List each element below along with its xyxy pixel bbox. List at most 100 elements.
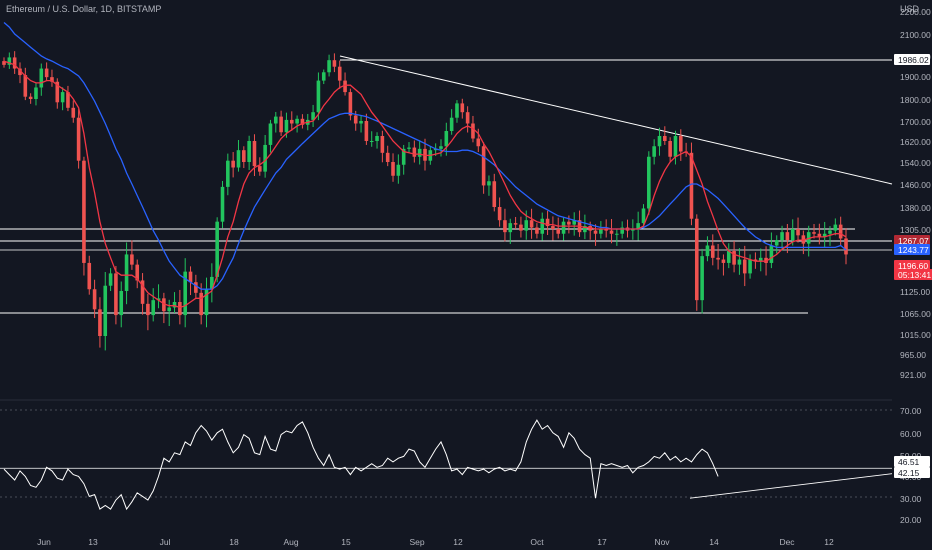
candle-body [694,218,699,301]
candle-body [140,280,145,304]
candle-body [769,245,774,263]
candle-body [396,164,401,176]
candle-body [844,238,848,255]
candle-body [652,146,656,157]
candle-body [710,245,715,258]
candle-body [828,230,832,234]
candle-body [2,61,6,65]
candle-body [812,232,816,234]
rsi-line [3,419,719,511]
candle-body [18,68,22,76]
price-tag-label: 1243.77 [898,245,929,255]
price-tag-label: 46.51 [898,457,920,467]
candle-body [535,227,539,234]
candle-body [641,208,646,224]
candle-body [508,223,513,233]
candle-body [146,303,150,316]
price-tick-label: 1540.00 [900,158,931,168]
candle-body [412,147,417,157]
price-tick-label: 1460.00 [900,180,931,190]
candle-body [71,107,76,118]
price-tag: 05:13:41 [894,269,932,280]
symbol-title: Ethereum / U.S. Dollar, 1D, BITSTAMP [6,4,162,14]
candle-body [369,141,374,142]
date-tick-label: 15 [341,537,351,547]
candle-body [588,226,593,231]
candle-body [673,136,678,157]
price-tick-label: 1380.00 [900,203,931,213]
candle-body [348,92,353,116]
candles [2,51,848,351]
candle-body [92,289,97,310]
candle-body [551,226,555,229]
candle-body [327,60,331,73]
slow-moving-average-line [3,22,847,290]
candle-body [465,112,470,124]
date-tick-label: 14 [709,537,719,547]
rsi-tick-label: 20.00 [900,515,922,525]
candle-body [758,257,763,262]
rsi-trendline [689,473,893,499]
price-tick-label: 1065.00 [900,309,931,319]
candle-body [417,148,422,157]
candle-body [636,223,640,229]
price-tag-box [894,235,930,246]
candle-body [162,298,166,312]
candle-body [524,220,529,231]
price-tag-box [894,260,930,271]
candle-body [66,92,70,108]
price-tag: 1986.02 [894,54,930,65]
candle-body [401,148,406,165]
candle-body [380,136,385,153]
price-tag-box [894,467,930,478]
descending-trendline [339,55,893,185]
candle-body [183,271,187,316]
candle-body [631,229,635,231]
candle-body [257,166,262,172]
price-tag: 42.15 [894,467,930,478]
candle-body [529,220,534,228]
candle-body [295,118,299,124]
fast-moving-average-line [3,60,847,309]
date-tick-label: Jul [160,537,171,547]
date-tick-label: 12 [824,537,834,547]
candle-body [375,136,379,141]
candle-body [359,121,363,124]
candle-body [609,230,614,234]
candle-body [471,123,475,139]
currency-label: USD [900,4,920,14]
candle-body [204,289,209,316]
candle-body [444,131,449,147]
candle-body [700,256,704,301]
candle-body [604,229,608,231]
candle-body [449,117,454,131]
price-tick-label: 1800.00 [900,95,931,105]
candle-body [742,259,747,274]
candle-body [172,302,177,308]
date-tick-label: 18 [229,537,239,547]
candle-body [215,221,219,277]
candle-body [753,259,758,262]
price-tag-label: 05:13:41 [898,270,931,280]
price-tag-label: 42.15 [898,468,920,478]
candle-body [764,257,768,263]
price-tick-label: 1125.00 [900,287,930,297]
candle-body [503,220,507,233]
candle-body [817,233,822,237]
candle-body [364,121,369,141]
candle-body [572,220,577,225]
candle-body [599,229,603,234]
candle-body [774,240,779,246]
candle-body [199,292,203,316]
candle-body [316,80,321,113]
candle-body [226,160,230,187]
candle-body [343,80,347,93]
candle-body [178,302,182,316]
candle-body [668,141,672,157]
candle-body [785,232,790,241]
price-tag-label: 1267.07 [898,236,929,246]
candle-body [124,254,129,291]
candle-body [44,68,49,78]
